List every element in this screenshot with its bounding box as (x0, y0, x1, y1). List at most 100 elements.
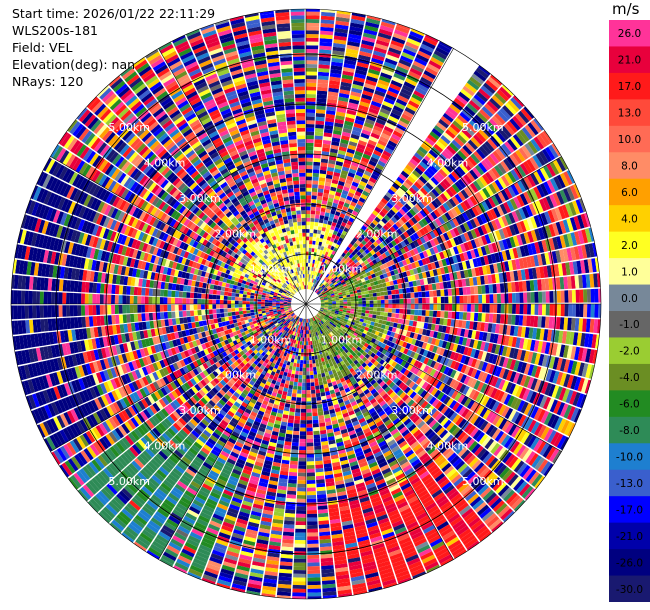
velocity-gate (331, 222, 337, 227)
velocity-gate (399, 298, 404, 304)
velocity-gate (324, 185, 331, 191)
velocity-gate (443, 190, 452, 200)
velocity-gate (470, 229, 478, 239)
velocity-gate (328, 249, 333, 254)
velocity-gate (311, 352, 315, 357)
velocity-gate (421, 272, 427, 279)
velocity-gate (356, 245, 362, 251)
velocity-gate (485, 171, 495, 183)
velocity-gate (339, 225, 345, 231)
velocity-gate (316, 94, 327, 99)
velocity-gate (409, 226, 416, 234)
velocity-gate (548, 238, 556, 251)
velocity-gate (306, 139, 314, 143)
velocity-gate (358, 104, 369, 112)
velocity-gate (450, 123, 461, 134)
velocity-gate (388, 86, 400, 95)
velocity-gate (323, 294, 327, 298)
velocity-gate (577, 230, 585, 245)
velocity-gate (463, 174, 473, 185)
velocity-gate (311, 389, 316, 394)
velocity-gate (558, 205, 566, 220)
velocity-gate (467, 156, 478, 167)
velocity-gate (337, 184, 344, 190)
velocity-gate (306, 266, 308, 271)
velocity-gate (455, 215, 463, 225)
velocity-gate (357, 295, 362, 299)
velocity-gate (430, 211, 438, 220)
velocity-gate (338, 200, 345, 206)
velocity-gate (549, 178, 559, 192)
velocity-gate (387, 242, 394, 249)
velocity-gate (306, 274, 308, 278)
velocity-gate (282, 531, 294, 537)
velocity-gate (330, 237, 335, 243)
velocity-gate (525, 204, 534, 217)
velocity-gate (398, 187, 406, 195)
velocity-gate (461, 212, 470, 222)
velocity-gate (308, 281, 310, 286)
velocity-gate (560, 304, 565, 317)
velocity-gate (429, 297, 434, 304)
velocity-gate (358, 301, 363, 304)
velocity-gate (384, 304, 389, 308)
velocity-gate (295, 517, 306, 522)
velocity-gate (287, 392, 292, 397)
velocity-gate (417, 309, 423, 316)
velocity-gate (372, 268, 378, 274)
velocity-gate (340, 85, 351, 91)
velocity-gate (402, 84, 414, 93)
velocity-gate (401, 259, 408, 266)
velocity-gate (363, 259, 369, 265)
velocity-gate (434, 159, 444, 169)
velocity-gate (306, 221, 310, 226)
velocity-gate (449, 142, 459, 153)
velocity-gate (383, 316, 388, 321)
velocity-gate (313, 351, 317, 356)
velocity-gate (315, 207, 321, 212)
velocity-gate (324, 288, 328, 292)
velocity-gate (410, 28, 425, 37)
velocity-gate (306, 195, 312, 200)
velocity-gate (383, 286, 388, 292)
velocity-gate (371, 285, 376, 290)
velocity-gate (465, 260, 471, 269)
velocity-gate (339, 213, 346, 219)
velocity-gate (433, 209, 441, 218)
velocity-gate (373, 149, 382, 157)
velocity-gate (343, 259, 349, 264)
velocity-gate (312, 184, 318, 189)
velocity-gate (290, 404, 296, 409)
velocity-gate (324, 181, 332, 187)
velocity-gate (456, 235, 464, 245)
velocity-gate (327, 252, 332, 258)
velocity-gate (429, 310, 434, 317)
velocity-gate (307, 588, 322, 593)
velocity-gate (307, 510, 317, 514)
velocity-gate (324, 243, 329, 248)
velocity-gate (320, 26, 334, 32)
velocity-gate (354, 274, 360, 279)
velocity-gate (295, 367, 300, 372)
velocity-gate (310, 214, 315, 219)
velocity-gate (283, 444, 292, 450)
velocity-gate (433, 297, 438, 304)
velocity-gate (539, 132, 551, 146)
velocity-gate (306, 19, 320, 24)
velocity-gate (324, 259, 328, 264)
velocity-gate (559, 172, 570, 187)
velocity-gate (385, 122, 396, 130)
velocity-gate (335, 300, 340, 303)
velocity-gate (287, 369, 292, 374)
velocity-gate (309, 367, 314, 372)
velocity-gate (503, 201, 512, 213)
velocity-gate (318, 293, 322, 296)
velocity-gate (584, 228, 592, 243)
velocity-gate (533, 118, 544, 131)
velocity-gate (343, 271, 349, 276)
velocity-gate (403, 245, 410, 253)
velocity-gate (300, 427, 306, 432)
velocity-gate (319, 422, 326, 427)
velocity-gate (340, 279, 345, 284)
velocity-gate (367, 72, 379, 79)
